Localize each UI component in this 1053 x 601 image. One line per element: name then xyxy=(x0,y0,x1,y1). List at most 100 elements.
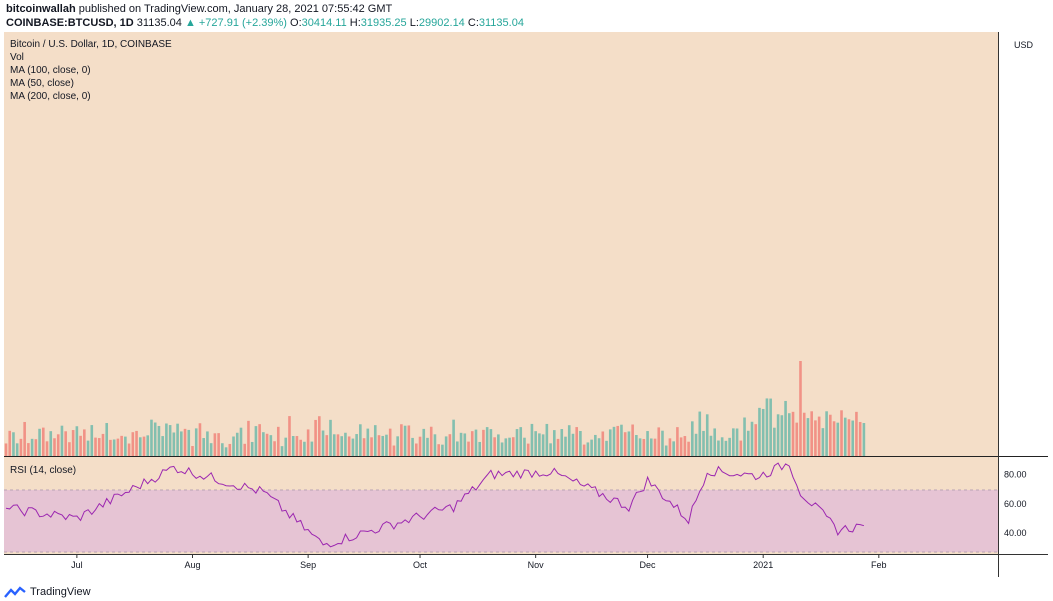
volume-bar xyxy=(575,427,578,456)
volume-bar xyxy=(683,436,687,456)
volume-bar xyxy=(79,435,82,456)
rsi-axis-label: 40.00 xyxy=(1004,528,1027,538)
volume-bar xyxy=(523,437,526,456)
volume-bar xyxy=(478,441,482,456)
volume-bar xyxy=(127,443,131,456)
volume-bar xyxy=(146,435,150,456)
rsi-axis-label: 60.00 xyxy=(1004,499,1027,509)
volume-bar xyxy=(262,432,265,456)
rsi-line xyxy=(5,462,865,548)
volume-bar xyxy=(817,416,821,456)
volume-bar xyxy=(344,432,347,456)
legend-title: Bitcoin / U.S. Dollar, 1D, COINBASE xyxy=(10,39,172,50)
volume-bar xyxy=(318,416,321,456)
volume-bar xyxy=(784,400,787,456)
volume-bar xyxy=(407,425,411,456)
volume-bar xyxy=(530,423,534,456)
volume-bar xyxy=(810,411,813,456)
volume-bar xyxy=(42,427,45,456)
volume-bar xyxy=(556,438,560,456)
volume-bar xyxy=(627,431,631,456)
volume-bar xyxy=(418,436,422,456)
tradingview-footer[interactable]: TradingView xyxy=(4,586,91,598)
volume-bar xyxy=(332,434,336,456)
volume-bar xyxy=(221,443,224,456)
volume-bar xyxy=(27,443,30,456)
volume-bar xyxy=(94,437,97,456)
price-chart-svg[interactable]: 31135.0416:04:1980.0060.0040.00JulAugSep… xyxy=(4,32,1048,577)
volume-bar xyxy=(605,440,608,456)
volume-bar xyxy=(646,431,649,456)
main-pane-background[interactable] xyxy=(4,32,998,456)
volume-bar xyxy=(713,428,716,456)
volume-bar xyxy=(720,437,724,456)
volume-bar xyxy=(71,430,75,456)
volume-bar xyxy=(135,430,138,456)
volume-bar xyxy=(590,439,593,456)
volume-bar xyxy=(608,429,612,456)
volume-bar xyxy=(321,430,325,456)
symbol-label: COINBASE:BTCUSD, 1D xyxy=(6,17,134,29)
volume-bar xyxy=(247,420,250,456)
volume-bar xyxy=(176,423,179,456)
high-label: H: xyxy=(349,17,361,29)
volume-bar xyxy=(586,442,590,456)
publish-header: bitcoinwallah published on TradingView.c… xyxy=(4,0,1049,30)
volume-bar xyxy=(284,437,288,456)
volume-bar xyxy=(743,417,746,456)
volume-bar xyxy=(299,439,302,456)
volume-bar xyxy=(601,431,605,456)
volume-bar xyxy=(691,421,694,456)
volume-bar xyxy=(851,420,855,456)
volume-bar xyxy=(642,438,646,456)
volume-bar xyxy=(814,420,817,456)
volume-bar xyxy=(664,445,668,456)
volume-bar xyxy=(194,428,198,456)
volume-bar xyxy=(411,437,414,456)
volume-bar xyxy=(340,436,343,456)
volume-bar xyxy=(705,414,709,456)
volume-bar xyxy=(232,436,235,456)
volume-bar xyxy=(325,435,329,456)
chart-container[interactable]: 31135.0416:04:1980.0060.0040.00JulAugSep… xyxy=(4,32,1048,577)
volume-bar xyxy=(433,434,437,456)
close-label: C: xyxy=(467,17,479,29)
legend-vol: Vol xyxy=(10,52,24,63)
volume-bar xyxy=(489,429,493,456)
volume-bar xyxy=(620,424,623,456)
volume-bar xyxy=(821,428,825,456)
volume-bar xyxy=(702,430,705,456)
author-name[interactable]: bitcoinwallah xyxy=(6,3,76,15)
volume-bar xyxy=(769,398,772,456)
low-value: 29902.14 xyxy=(418,17,465,29)
volume-bar xyxy=(649,438,653,456)
volume-bar xyxy=(847,419,851,456)
volume-bar xyxy=(635,435,638,456)
time-label: Sep xyxy=(300,560,316,570)
volume-bar xyxy=(273,441,276,456)
volume-bar xyxy=(829,414,832,456)
legend-ma200: MA (200, close, 0) xyxy=(10,91,91,102)
volume-bar xyxy=(463,433,467,456)
open-label: O: xyxy=(290,17,302,29)
volume-bar xyxy=(750,421,754,456)
volume-bar xyxy=(519,427,523,456)
volume-bar xyxy=(131,432,135,456)
volume-bar xyxy=(373,425,377,456)
volume-bar xyxy=(672,441,675,456)
volume-bar xyxy=(370,437,373,456)
volume-bar xyxy=(623,432,627,456)
volume-bar xyxy=(168,425,172,456)
volume-bar xyxy=(526,443,530,456)
volume-bar xyxy=(347,436,351,456)
volume-bar xyxy=(213,433,217,456)
volume-bar xyxy=(228,443,232,456)
volume-bar xyxy=(538,433,541,456)
volume-bar xyxy=(15,443,19,456)
volume-bar xyxy=(459,432,463,456)
open-value: 30414.11 xyxy=(301,17,347,29)
volume-bar xyxy=(8,430,12,456)
volume-bar xyxy=(23,421,26,456)
volume-bar xyxy=(101,433,105,456)
volume-bar xyxy=(825,411,828,456)
